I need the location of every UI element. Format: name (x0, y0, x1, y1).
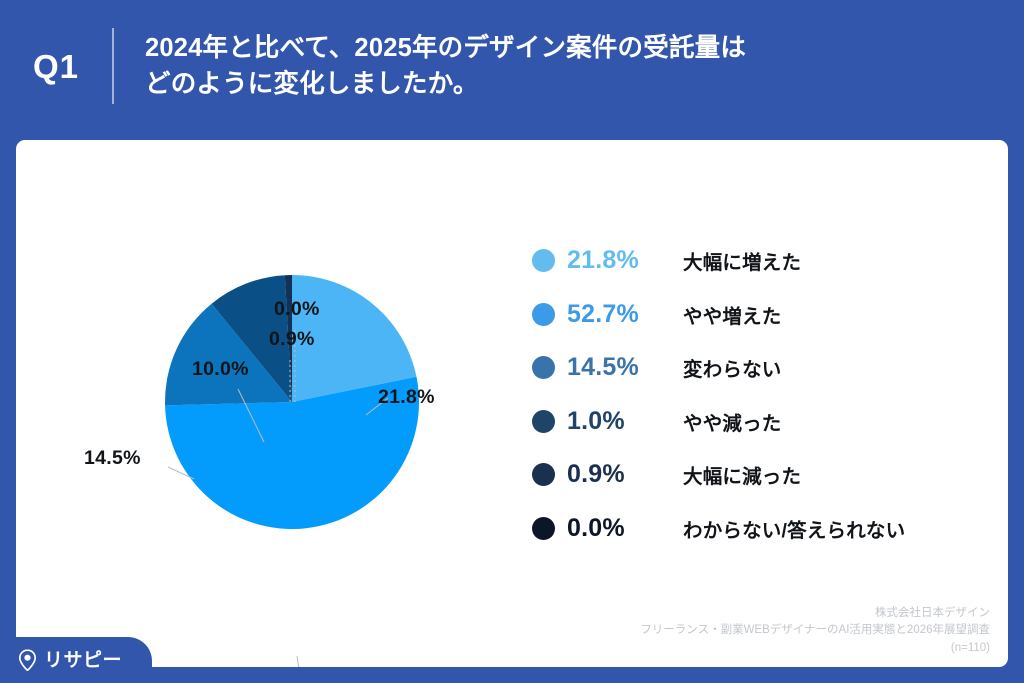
legend-label: やや減った (683, 412, 782, 435)
legend-row[interactable]: 14.5% 変わらない (532, 341, 1002, 395)
credit-sample-size: (n=110) (950, 641, 990, 654)
pie-chart: 21.8% 52.7% 14.5% 10.0% 0.9% 0.0% (16, 140, 536, 667)
pie-slice[interactable] (165, 303, 292, 406)
legend-label: やや増えた (683, 305, 782, 328)
question-header: Q1 2024年と比べて、2025年のデザイン案件の受託量は どのように変化しま… (0, 0, 1024, 132)
legend-percent: 0.9% (567, 460, 625, 489)
legend-color-swatch-icon (532, 516, 555, 540)
pie-label-10-0: 10.0% (192, 358, 249, 380)
legend-row[interactable]: 0.0% わからない/答えられない (532, 502, 1002, 556)
pie-slice[interactable] (211, 275, 292, 402)
legend-percent: 21.8% (567, 246, 639, 275)
legend-label: 変わらない (683, 359, 782, 382)
source-credit: 株式会社日本デザイン フリーランス・副業WEBデザイナーのAI活用実態と2026… (640, 605, 990, 657)
question-number: Q1 (32, 47, 80, 85)
pie-chart-svg (165, 275, 420, 667)
legend-label: わからない/答えられない (683, 519, 906, 542)
brand-logo: リサピー (0, 637, 152, 683)
credit-company: 株式会社日本デザイン (875, 606, 990, 619)
credit-survey-name: フリーランス・副業WEBデザイナーのAI活用実態と2026年展望調査 (640, 624, 990, 637)
legend-color-swatch-icon (532, 302, 555, 326)
pie-label-21-8: 21.8% (378, 386, 435, 408)
pie-label-0-9: 0.9% (269, 328, 315, 350)
pie-slice[interactable] (165, 376, 420, 530)
legend-percent: 1.0% (567, 406, 625, 435)
legend-color-swatch-icon (532, 409, 555, 433)
legend-percent: 52.7% (567, 299, 639, 328)
question-title-line-1: 2024年と比べて、2025年のデザイン案件の受託量は (145, 33, 747, 62)
question-title-line-2: どのように変化しましたか。 (145, 70, 479, 98)
question-title: 2024年と比べて、2025年のデザイン案件の受託量は どのように変化しましたか… (114, 30, 786, 102)
legend-label: 大幅に増えた (683, 252, 802, 275)
header-divider (112, 28, 114, 104)
legend-color-swatch-icon (532, 463, 555, 487)
legend-percent: 0.0% (567, 513, 625, 542)
chart-legend: 21.8% 大幅に増えた 52.7% やや増えた 14.5% 変わらない 1.0% やや減った… (532, 234, 1002, 555)
legend-row[interactable]: 1.0% やや減った (532, 395, 1002, 449)
legend-color-swatch-icon (532, 356, 555, 380)
legend-label: 大幅に減った (683, 466, 802, 489)
pie-label-14-5: 14.5% (84, 447, 141, 469)
pie-slice-group (165, 275, 420, 530)
legend-percent: 14.5% (567, 353, 639, 382)
pie-leader-line-group (167, 330, 389, 667)
leader-line-52-7 (296, 655, 300, 667)
brand-logo-text: リサピー (44, 649, 123, 671)
pie-label-0-0: 0.0% (274, 298, 320, 320)
legend-row[interactable]: 52.7% やや増えた (532, 288, 1002, 342)
location-pin-search-icon (18, 649, 37, 671)
leader-line-21-8 (365, 397, 389, 416)
leader-line-14-5 (167, 466, 195, 480)
legend-row[interactable]: 21.8% 大幅に増えた (532, 234, 1002, 288)
pie-slice[interactable] (292, 275, 417, 402)
legend-color-swatch-icon (532, 249, 555, 273)
chart-card: 21.8% 52.7% 14.5% 10.0% 0.9% 0.0% 21.8% 大… (16, 140, 1008, 667)
legend-row[interactable]: 0.9% 大幅に減った (532, 448, 1002, 502)
leader-line-10-0 (237, 388, 265, 443)
